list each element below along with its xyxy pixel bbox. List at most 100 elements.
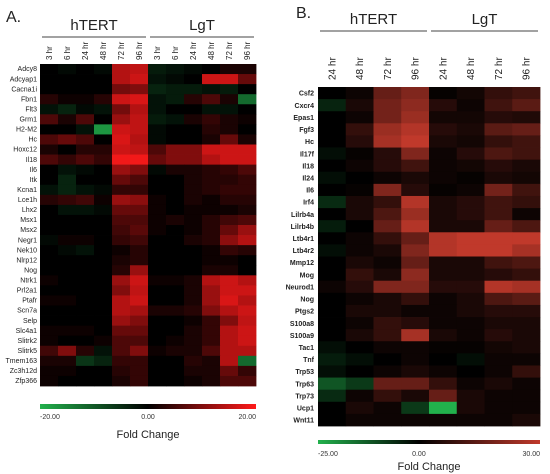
panel-b-heatmap-cell [484,99,513,112]
panel-a-column-label: 72 hr [225,41,234,60]
panel-a-heatmap-cell [58,204,77,216]
panel-b-row-label: Irf4 [303,200,314,207]
panel-a-heatmap-cell [112,295,131,306]
panel-a-heatmap-cell [202,245,221,256]
panel-a-heatmap-cell [220,275,239,286]
panel-a-heatmap-cell [76,184,95,196]
panel-b-heatmap-cell [401,195,430,209]
panel-b-heatmap-cell [512,268,541,282]
panel-a-colorbar: -20.00 0.00 20.00 Fold Change [40,404,256,441]
panel-a-heatmap-cell [94,64,113,75]
panel-b-heatmap-cell [345,147,374,161]
panel-a-heatmap-cell [112,214,131,226]
panel-a-heatmap-cell [112,164,131,176]
panel-a-heatmap-cell [220,114,239,125]
panel-a-heatmap-cell [184,124,203,135]
panel-a-heatmap-cell [220,184,239,196]
panel-a-heatmap-cell [238,285,257,296]
panel-a-heatmap-cell [58,365,77,377]
panel-b-row-label: Trp53 [295,369,314,376]
panel-b-heatmap-cell [456,171,485,185]
panel-b-column-label: 24 hr [438,57,449,80]
panel-a-row-label: Nek10 [17,247,37,254]
panel-b-heatmap-cell [318,135,347,148]
panel-b-row-label: Il18 [302,163,314,170]
panel-a-heatmap-cell [148,245,167,256]
panel-a-heatmap-cell [76,305,95,316]
panel-a-heatmap-cell [112,74,131,85]
panel-a-heatmap-cell [166,375,185,387]
panel-b-heatmap-cell [456,159,485,173]
panel-a-heatmap-cell [166,345,185,357]
panel-b-heatmap-cell [429,329,458,342]
panel-a-heatmap-cell [112,335,131,347]
panel-b-heatmap-cell [401,377,430,391]
panel-a-heatmap-cell [202,325,221,337]
panel-b-heatmap-cell [484,244,513,257]
panel-a-colorbar-max-label: 20.00 [238,414,256,421]
panel-a-heatmap-cell [166,94,185,105]
panel-a-heatmap-cell [94,235,113,246]
panel-b-heatmap-cell [373,401,402,415]
panel-b-heatmap-cell [429,232,458,245]
panel-a-heatmap-cell [130,134,149,145]
panel-a-column-label: 3 hr [45,46,54,60]
panel-a-heatmap-cell [202,235,221,246]
panel-a-heatmap-cell [184,134,203,145]
panel-a-row-label: Lce1h [18,197,37,204]
panel-a-heatmap-cell [76,235,95,246]
panel-b-heatmap-cell [345,195,374,209]
panel-b-heatmap-cell [401,353,430,366]
panel-a-heatmap-cell [112,84,131,95]
panel-a-heatmap-cell [58,64,77,75]
panel-a-heatmap-cell [148,104,167,115]
panel-b-heatmap-cell [429,183,458,197]
panel-b-heatmap-cell [318,123,347,136]
panel-a-heatmap-cell [112,174,131,186]
panel-a-heatmap-cell [238,214,257,226]
panel-a-heatmap-cell [202,265,221,276]
panel-a-heatmap-cell [166,154,185,166]
panel-a-heatmap-cell [202,204,221,216]
panel-a-heatmap-cell [220,285,239,296]
panel-a-heatmap-cell [148,235,167,246]
panel-a-heatmap-cell [148,345,167,357]
panel-a-heatmap-cell [40,74,59,85]
panel-b-heatmap-cell [345,268,374,282]
panel-a-heatmap-cell [238,74,257,85]
panel-b-heatmap-cell [484,389,513,403]
panel-a-row-label: Slitrk2 [18,338,38,345]
panel-b-heatmap-cell [373,159,402,173]
panel-a-heatmap-cell [238,64,257,75]
panel-a-heatmap-cell [202,74,221,85]
panel-b-heatmap-cell [318,147,347,161]
panel-a-heatmap-cell [166,335,185,347]
panel-a-heatmap-cell [238,204,257,216]
panel-a-heatmap-cell [76,325,95,337]
panel-b-heatmap-cell [318,353,347,366]
panel-b-row-label: Il17f [300,151,315,158]
panel-a-heatmap-cell [238,174,257,186]
panel-a-heatmap-cell [220,345,239,357]
panel-a-heatmap-cell [40,255,59,266]
panel-a-heatmap-cell [40,174,59,186]
panel-b-row-label: Neurod1 [286,284,315,291]
panel-b-heatmap-cell [512,413,541,427]
panel-a-heatmap-cell [202,124,221,135]
panel-b-column-label: 96 hr [411,57,422,80]
panel-b-heatmap-cell [401,183,430,197]
panel-a-heatmap-cell [76,204,95,216]
panel-a-heatmap-cell [112,305,131,316]
panel-a-heatmap-cell [94,365,113,377]
panel-b-row-label: Fgf3 [299,127,314,134]
panel-a-heatmap-cell [184,184,203,196]
panel-a-heatmap-cell [202,295,221,306]
panel-a-heatmap-cell [238,154,257,166]
panel-b-heatmap-cell [401,317,430,330]
panel-a-column-label: 96 hr [135,41,144,60]
panel-a-row-label: Itk [30,177,38,184]
panel-a-heatmap-cell [112,94,131,105]
panel-a-heatmap-cell [202,164,221,176]
panel-b-heatmap-cell [318,304,347,318]
panel-a-heatmap-cell [58,375,77,387]
